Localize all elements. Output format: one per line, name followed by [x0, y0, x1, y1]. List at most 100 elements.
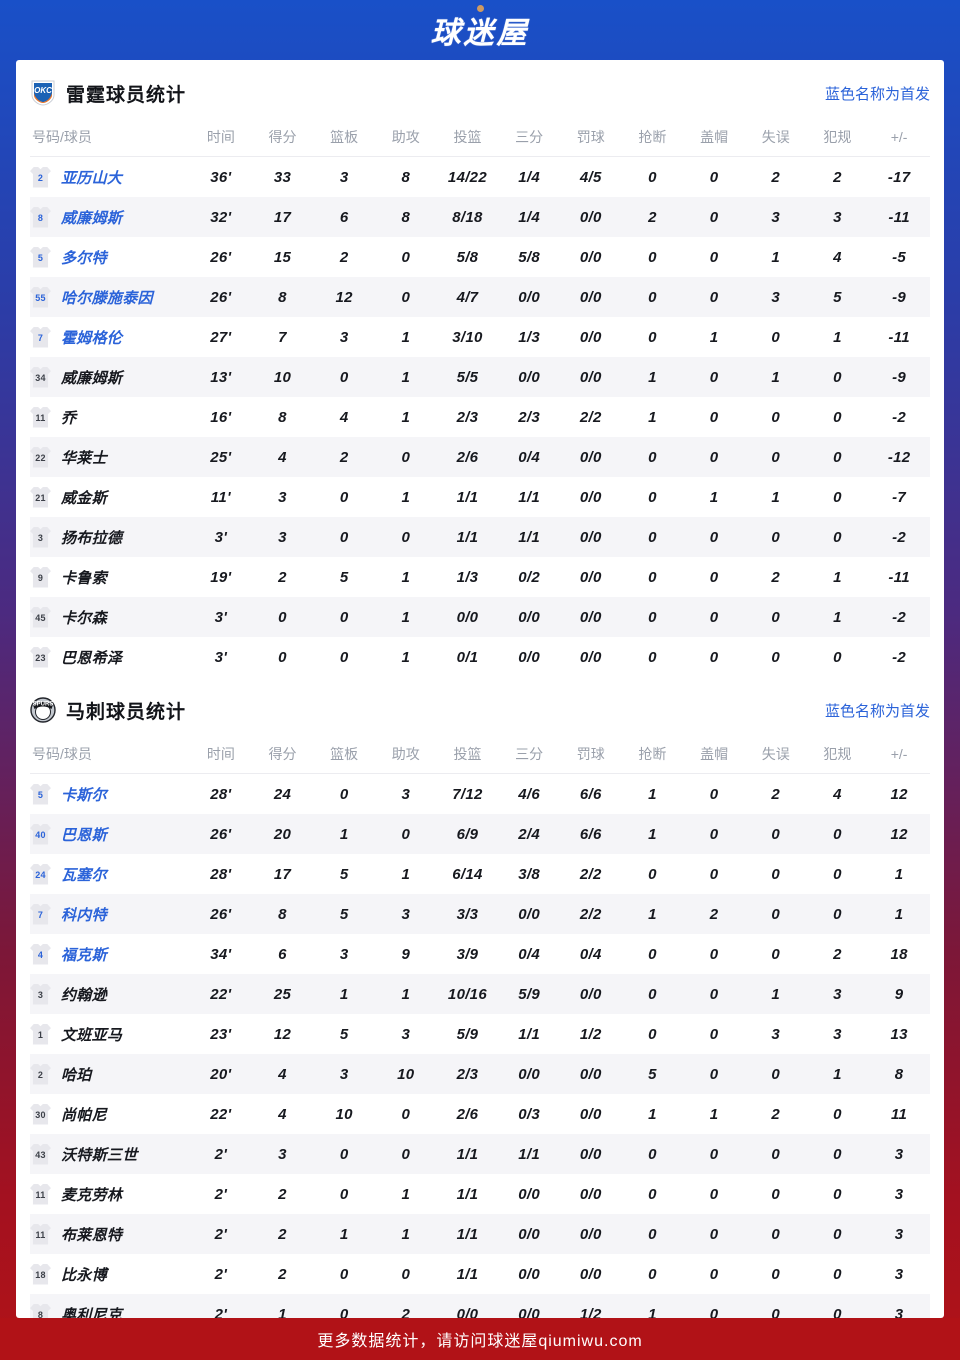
stat-cell: 0	[339, 488, 349, 506]
jersey-number-badge: 40	[30, 823, 51, 845]
player-name[interactable]: 哈尔滕施泰因	[61, 289, 153, 307]
player-name[interactable]: 瓦塞尔	[61, 866, 107, 884]
stat-cell: 0	[339, 648, 349, 666]
player-name[interactable]: 哈珀	[61, 1066, 92, 1084]
player-name[interactable]: 多尔特	[61, 249, 107, 267]
player-name[interactable]: 奥利尼克	[61, 1306, 123, 1319]
jersey-number-badge: 2	[30, 166, 51, 188]
stat-cell: 0	[709, 865, 719, 883]
stat-cell: 5/5	[456, 368, 479, 386]
player-name[interactable]: 约翰逊	[61, 986, 107, 1004]
player-name[interactable]: 布莱恩特	[61, 1226, 123, 1244]
player-name[interactable]: 扬布拉德	[61, 529, 123, 547]
stat-cell: 0	[833, 1145, 842, 1163]
player-name[interactable]: 威廉姆斯	[61, 209, 123, 227]
player-row: 18 比永博 2' 2 0 0 1/1 0/0 0/0 0 0 0 0 3	[30, 1254, 930, 1294]
stat-cell: 28'	[210, 865, 232, 883]
stat-cell: 5/8	[456, 248, 479, 266]
player-name[interactable]: 巴恩希泽	[61, 649, 123, 667]
footer-text: 更多数据统计，请访问球迷屋qiumiwu.com	[317, 1333, 643, 1350]
jersey-number-badge: 34	[30, 366, 51, 388]
col-header: 三分	[498, 118, 560, 157]
player-name[interactable]: 沃特斯三世	[61, 1146, 138, 1164]
stat-cell: 0/0	[579, 1145, 602, 1163]
stat-cell: 0	[401, 248, 411, 266]
stat-cell: 1/1	[456, 528, 479, 546]
stat-cell: 1	[709, 328, 719, 346]
stat-cell: 0	[833, 1305, 842, 1319]
stat-cell: 0	[771, 1185, 781, 1203]
stat-cell: 5	[339, 568, 349, 586]
player-name[interactable]: 乔	[61, 409, 77, 427]
stat-cell: 0	[709, 1185, 719, 1203]
player-name[interactable]: 尚帕尼	[61, 1106, 107, 1124]
stat-cell: 0/0	[579, 1185, 602, 1203]
player-name[interactable]: 亚历山大	[61, 169, 123, 187]
stat-cell: 0	[648, 1225, 657, 1243]
stat-cell: -11	[888, 568, 910, 586]
stat-cell: 4/6	[518, 785, 540, 803]
player-name[interactable]: 卡斯尔	[61, 786, 107, 804]
stat-cell: 0	[401, 1265, 411, 1283]
stat-cell: 4/5	[579, 168, 602, 186]
stat-cell: 4	[278, 1065, 287, 1083]
stat-cell: 3	[339, 168, 349, 186]
stat-cell: 0/0	[518, 1225, 540, 1243]
stat-cell: 0/0	[518, 1185, 540, 1203]
stat-cell: 34'	[210, 945, 232, 963]
stat-cell: 0	[833, 1185, 842, 1203]
stat-cell: 0	[709, 248, 719, 266]
stat-cell: 10	[335, 1105, 353, 1123]
stat-cell: 33	[273, 168, 292, 186]
stat-cell: 12	[273, 1025, 292, 1043]
stat-cell: 1/1	[456, 1265, 479, 1283]
stat-cell: 2	[833, 945, 842, 963]
stat-cell: 0	[771, 1225, 781, 1243]
stat-cell: 0	[771, 865, 781, 883]
player-name[interactable]: 威廉姆斯	[61, 369, 123, 387]
player-name[interactable]: 巴恩斯	[61, 826, 107, 844]
player-name[interactable]: 威金斯	[61, 489, 107, 507]
stat-cell: 26'	[210, 288, 232, 306]
stat-cell: 1/1	[518, 1145, 540, 1163]
stat-cell: 1	[648, 905, 657, 923]
stat-cell: 3	[771, 288, 781, 306]
jersey-number-badge: 5	[30, 783, 51, 805]
stat-cell: 8	[278, 905, 287, 923]
player-name[interactable]: 华莱士	[61, 449, 107, 467]
stat-cell: 0/3	[518, 1105, 540, 1123]
stat-cell: 6/6	[579, 825, 602, 843]
stat-cell: 0	[401, 825, 411, 843]
stat-cell: 0	[339, 1185, 349, 1203]
stat-cell: 0	[709, 568, 719, 586]
stat-cell: 8	[894, 1065, 904, 1083]
stat-cell: 0	[709, 785, 719, 803]
spurs-stats-section: SPURS 马刺球员统计 蓝色名称为首发 号码/球员 时间 得分 篮板 助攻 投篮 三分 罚球…	[30, 677, 930, 1318]
stat-cell: 6/9	[456, 825, 479, 843]
player-name[interactable]: 霍姆格伦	[61, 329, 123, 347]
stat-cell: -5	[892, 248, 907, 266]
section-header: SPURS 马刺球员统计 蓝色名称为首发	[30, 677, 930, 735]
stat-cell: 1	[648, 1305, 657, 1319]
stat-cell: 0	[771, 1305, 781, 1319]
stat-cell: 0	[833, 648, 842, 666]
stats-card: OKC 雷霆球员统计 蓝色名称为首发 号码/球员 时间 得分 篮板 助攻 投篮 三分 罚球 抢断…	[16, 60, 944, 1318]
stat-cell: 0	[833, 488, 842, 506]
stat-cell: 0	[648, 608, 657, 626]
jersey-number-badge: 11	[30, 406, 51, 428]
player-name[interactable]: 麦克劳林	[61, 1186, 123, 1204]
jersey-number-badge: 18	[30, 1263, 51, 1285]
stat-cell: 0/0	[456, 1305, 479, 1319]
stat-cell: 3	[894, 1305, 904, 1319]
stat-cell: 0/1	[456, 648, 479, 666]
player-name[interactable]: 科内特	[61, 906, 107, 924]
player-name[interactable]: 卡鲁索	[61, 569, 107, 587]
player-name[interactable]: 卡尔森	[61, 609, 107, 627]
stat-cell: 0	[648, 168, 657, 186]
player-name[interactable]: 福克斯	[61, 946, 107, 964]
player-name[interactable]: 比永博	[61, 1266, 107, 1284]
stat-cell: 1	[833, 1065, 842, 1083]
player-name[interactable]: 文班亚马	[61, 1026, 123, 1044]
stat-cell: 0	[709, 1225, 719, 1243]
col-header: 投篮	[436, 735, 499, 774]
